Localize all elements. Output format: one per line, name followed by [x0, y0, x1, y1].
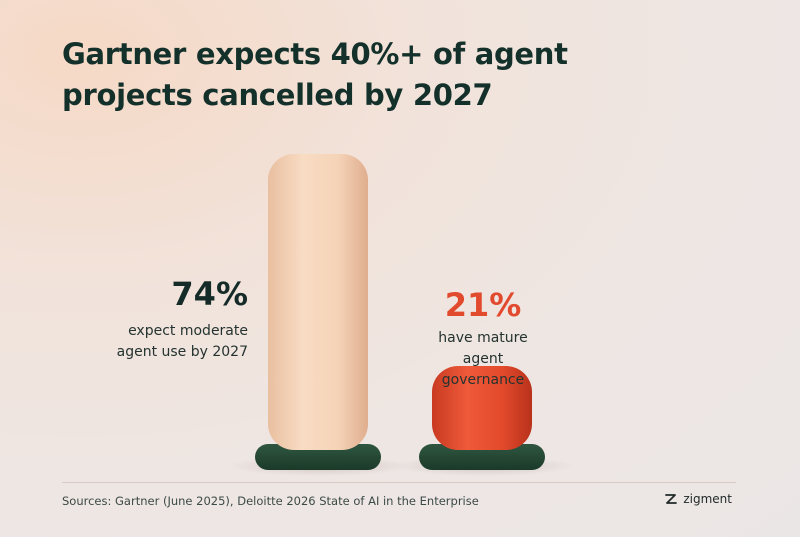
bar-description-line: agent use by 2027: [116, 344, 248, 360]
stat-mature-governance: 21% have mature agent governance: [423, 286, 543, 391]
bar-description-line: have mature: [438, 330, 528, 346]
bar-base-mature-governance: [419, 444, 545, 470]
bar-value-label-mature-governance: 21%: [444, 286, 522, 324]
title-line-2: projects cancelled by 2027: [62, 78, 493, 112]
bar-base-moderate-use: [255, 444, 381, 470]
stat-moderate-use: 74% expect moderate agent use by 2027: [117, 275, 248, 363]
brand-logo: zigment: [664, 492, 732, 506]
bar-description-line: expect moderate: [128, 323, 248, 339]
bar-description-moderate-use: expect moderate agent use by 2027: [117, 321, 248, 363]
bar-moderate-use: [268, 154, 368, 450]
page-title: Gartner expects 40%+ of agent projects c…: [62, 34, 682, 116]
bar-description-mature-governance: have mature agent governance: [423, 328, 543, 391]
bar-value-label-moderate-use: 74%: [171, 275, 248, 313]
bar-description-line: agent governance: [441, 351, 525, 388]
footer-divider: [62, 482, 736, 483]
title-line-1: Gartner expects 40%+ of agent: [62, 37, 568, 71]
source-note: Sources: Gartner (June 2025), Deloitte 2…: [62, 494, 479, 508]
zigment-logo-icon: [665, 494, 678, 504]
brand-name: zigment: [683, 492, 732, 506]
bar-mature-governance: [432, 366, 532, 450]
